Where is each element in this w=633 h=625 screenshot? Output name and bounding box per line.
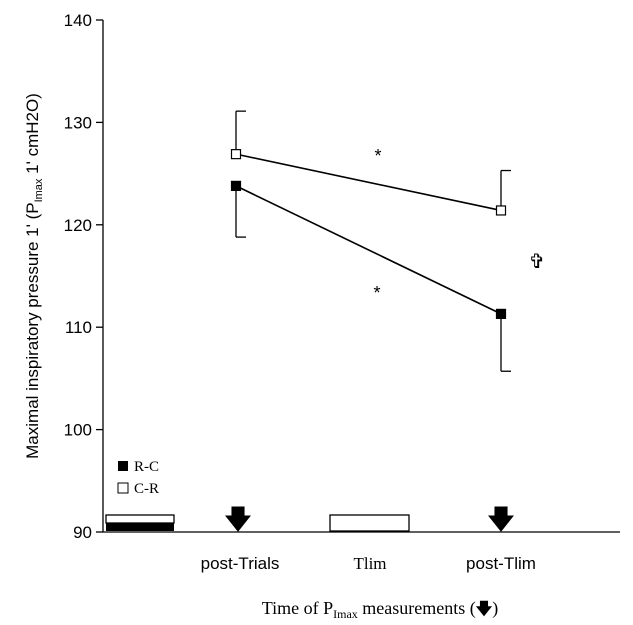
y-tick-label-130: 130 [64, 113, 92, 132]
x-axis-label-arrow: 🡇 [476, 601, 493, 618]
series-group [230, 110, 511, 372]
y-tick-label-140: 140 [64, 11, 92, 30]
rc-phase-bar [106, 523, 174, 531]
y-tick-label-120: 120 [64, 216, 92, 235]
data-point-r-c-1 [495, 308, 507, 319]
x-tick-tlim: Tlim [353, 554, 386, 573]
legend: R-C C-R [117, 459, 159, 497]
significance-asterisk-lower: * [373, 283, 380, 303]
x-tick-post-trials: post-Trials [201, 554, 280, 573]
y-axis-label-main: Maximal inspiratory pressure 1' (P [23, 202, 42, 458]
legend-cr-label: C-R [134, 481, 159, 497]
measurement-arrow-post-trials: 🡇 [225, 504, 252, 534]
data-point-r-c-0 [230, 180, 242, 191]
series-line-r-c [235, 185, 502, 315]
x-axis-label-sub: Imax [333, 607, 358, 621]
tlim-bar [329, 514, 410, 532]
x-axis-label-tail: measurements ( [358, 598, 476, 619]
x-axis-label: Time of PImax measurements (🡇) [262, 598, 498, 621]
series-line-c-r [235, 153, 502, 212]
x-axis-label-close: ) [492, 598, 498, 619]
y-axis-label-tail: 1' cmH2O) [23, 93, 42, 178]
data-point-c-r-0 [230, 149, 242, 160]
legend-cr-swatch [117, 482, 129, 494]
significance-asterisk-upper: * [374, 146, 381, 166]
legend-rc-swatch [118, 461, 128, 471]
y-axis-label: Maximal inspiratory pressure 1' (PImax 1… [23, 93, 45, 459]
data-point-c-r-1 [495, 205, 507, 216]
legend-rc-label: R-C [134, 459, 159, 475]
y-tick-label-100: 100 [64, 421, 92, 440]
y-axis-label-sub: Imax [33, 178, 45, 202]
x-tick-post-tlim: post-Tlim [466, 554, 536, 573]
y-ticks: 90 100 110 120 130 140 [64, 11, 103, 542]
significance-dagger: ✞ [529, 251, 546, 273]
cr-phase-bar [105, 514, 175, 524]
measurement-arrow-post-tlim: 🡇 [488, 504, 515, 534]
y-tick-label-110: 110 [65, 318, 92, 337]
x-axis-label-main: Time of P [262, 598, 333, 618]
y-tick-label-90: 90 [73, 523, 92, 542]
